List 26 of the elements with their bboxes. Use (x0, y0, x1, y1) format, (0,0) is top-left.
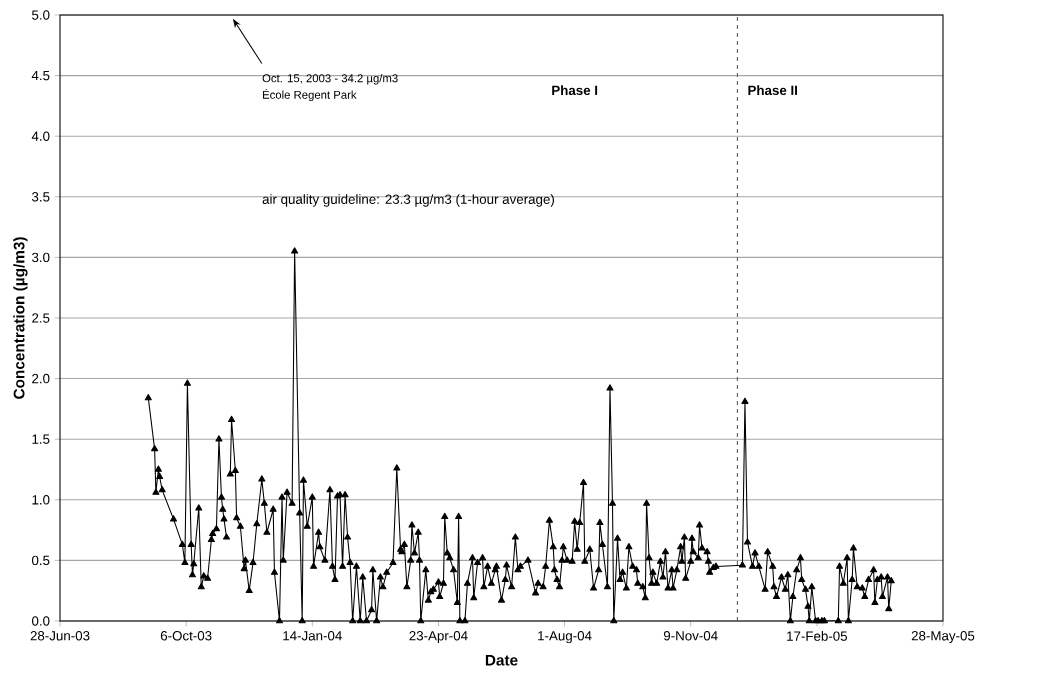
annotation: air quality guideline: 23.3 µg/m3 (1-hour average) (262, 194, 554, 207)
y-tick-label: 4.5 (31, 70, 50, 81)
y-tick-label: 5.0 (32, 10, 50, 20)
x-tick-label: 17-Feb-05 (787, 631, 848, 641)
annotation: École Regent Park (263, 88, 357, 102)
y-tick-label: 4.0 (31, 131, 50, 141)
y-tick-label: 1.0 (32, 495, 50, 505)
y-tick-label: 1.5 (32, 434, 50, 444)
x-tick-label: 28-May-05 (911, 631, 975, 644)
y-tick-label: 0.0 (31, 616, 50, 626)
y-tick-label: 3.5 (31, 192, 50, 202)
x-tick-label: 1-Aug-04 (538, 631, 592, 644)
x-tick-label: 28-Jun-03 (30, 631, 90, 641)
x-axis-title: Date (485, 654, 518, 666)
annotation: Oct. 15, 2003 - 34.2 µg/m3 (262, 73, 398, 85)
y-tick-label: 3.0 (31, 252, 50, 263)
x-tick-label: 23-Apr-04 (409, 631, 468, 644)
y-tick-label: 2.5 (32, 313, 50, 323)
x-tick-label: 9-Nov-04 (663, 631, 718, 641)
x-tick-label: 6-Oct-03 (160, 631, 212, 641)
y-axis-title: Concentration (µg/m3) (13, 237, 28, 399)
annotation: Phase II (748, 85, 797, 96)
y-tick-label: 2.0 (32, 373, 50, 384)
annotation: Phase I (552, 85, 598, 96)
y-tick-label: 0.5 (31, 555, 50, 566)
x-tick-label: 14-Jan-04 (283, 631, 342, 641)
